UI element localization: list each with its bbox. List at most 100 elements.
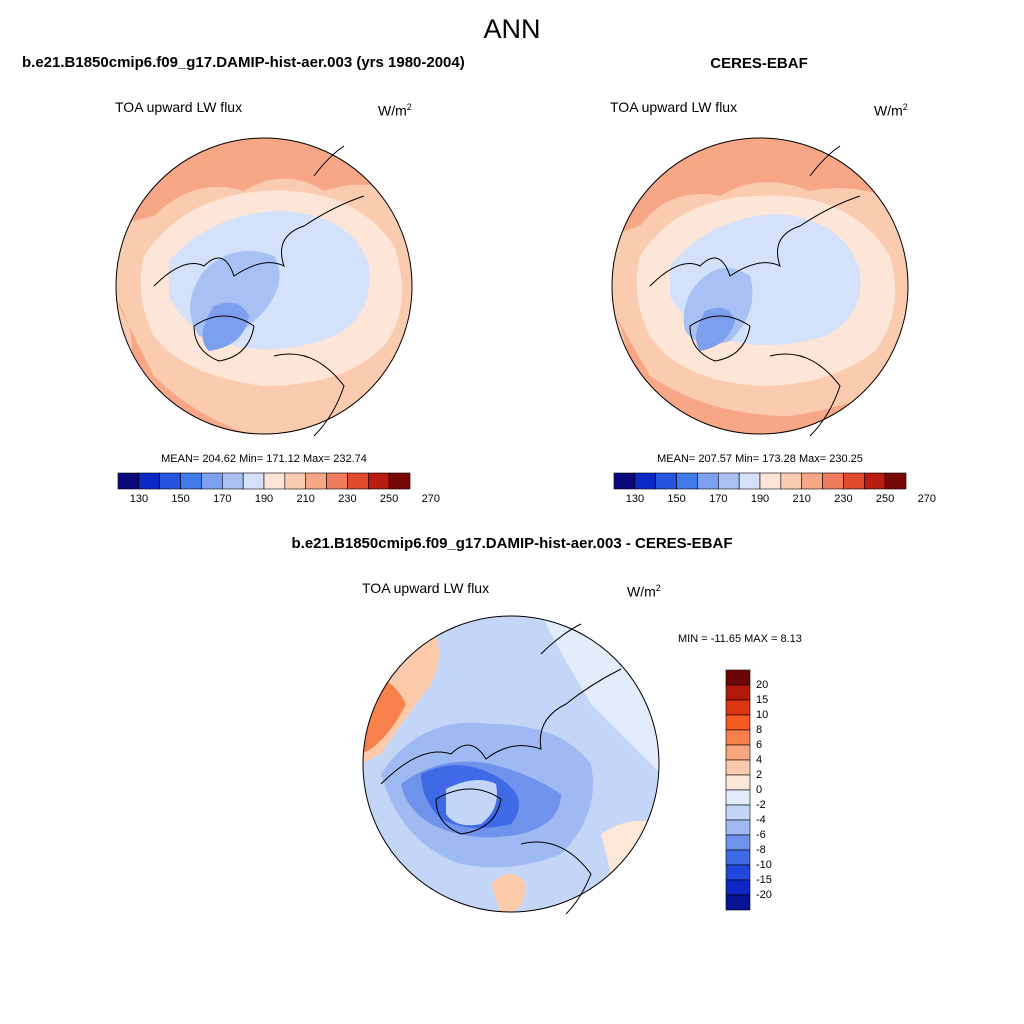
panel2-colorbar — [613, 472, 907, 490]
panel1-tick: 210 — [296, 493, 315, 505]
colorbar-swatch — [725, 819, 751, 836]
panel3-tick: -8 — [756, 844, 766, 856]
colorbar-swatch — [863, 472, 886, 490]
panel1-colorbar-ticks: 130 150 170 190 210 230 250 270 — [118, 493, 440, 507]
colorbar-swatch — [725, 744, 751, 761]
panel1-field-label: TOA upward LW flux — [115, 99, 243, 115]
colorbar-swatch — [759, 472, 782, 490]
colorbar-swatch — [725, 864, 751, 881]
panel3-tick: -2 — [756, 799, 766, 811]
panel1-tick: 170 — [213, 493, 232, 505]
panel1-tick: 190 — [254, 493, 274, 505]
panel3-stats: MIN = -11.65 MAX = 8.13 — [678, 633, 802, 645]
colorbar-swatch — [263, 472, 286, 490]
panel1-map — [115, 137, 413, 437]
panel1-coldest-region — [202, 302, 249, 351]
panel2-map — [611, 137, 909, 437]
colorbar-swatch — [725, 669, 751, 686]
panel3-units: W/m2 — [627, 583, 661, 600]
panel2-tick: 210 — [792, 493, 811, 505]
colorbar-swatch — [725, 849, 751, 866]
panel1-tick: 130 — [129, 493, 149, 505]
panel1-tick: 250 — [379, 493, 399, 505]
colorbar-swatch — [117, 472, 140, 490]
panel3-tick: 6 — [756, 739, 763, 751]
colorbar-swatch — [201, 472, 223, 490]
panel2-tick: 190 — [750, 493, 770, 505]
colorbar-swatch — [725, 774, 751, 791]
colorbar-swatch — [326, 472, 348, 490]
colorbar-swatch — [884, 472, 907, 490]
colorbar-swatch — [613, 472, 636, 490]
colorbar-swatch — [242, 472, 265, 490]
panel3-tick: -6 — [756, 829, 766, 841]
colorbar-swatch — [725, 879, 751, 896]
colorbar-swatch — [725, 804, 751, 821]
panel1-tick: 150 — [171, 493, 190, 505]
panel2-tick: 270 — [917, 493, 936, 505]
panel3-warm-spot — [491, 874, 526, 912]
panel3-tick: 10 — [756, 709, 769, 721]
colorbar-swatch — [138, 472, 161, 490]
panel2-tick: 250 — [875, 493, 895, 505]
colorbar-swatch — [725, 684, 751, 701]
panel2-warm-region — [612, 138, 908, 236]
panel3-map-border — [362, 615, 660, 913]
colorbar-swatch — [780, 472, 803, 490]
panel3-tick: 0 — [756, 784, 763, 796]
panel3-warm-edge — [601, 820, 659, 912]
panel3-tick: -4 — [756, 814, 766, 826]
panel3-units-exp: 2 — [655, 583, 661, 593]
colorbar-swatch — [347, 472, 369, 490]
panel2-units-base: W/m — [874, 102, 903, 119]
colorbar-swatch — [180, 472, 202, 490]
colorbar-swatch — [655, 472, 677, 490]
panel2-tick: 170 — [709, 493, 728, 505]
colorbar-swatch — [822, 472, 844, 490]
panel1-units: W/m2 — [378, 102, 412, 119]
panel1-stats: MEAN= 204.62 Min= 171.12 Max= 232.74 — [161, 453, 367, 465]
panel3-tick: -10 — [756, 859, 772, 871]
panel2-tick: 150 — [667, 493, 686, 505]
panel2-tick: 130 — [625, 493, 645, 505]
colorbar-swatch — [725, 714, 751, 731]
colorbar-swatch — [367, 472, 390, 490]
colorbar-swatch — [634, 472, 657, 490]
colorbar-swatch — [717, 472, 740, 490]
panel2-units: W/m2 — [874, 102, 908, 119]
panel3-tick: 8 — [756, 724, 763, 736]
panel1-units-base: W/m — [378, 102, 407, 119]
colorbar-swatch — [284, 472, 307, 490]
panel1-tick: 270 — [421, 493, 440, 505]
panel1-map-border — [115, 137, 413, 435]
panel1-title: b.e21.B1850cmip6.f09_g17.DAMIP-hist-aer.… — [22, 54, 465, 71]
panel2-title: CERES-EBAF — [710, 55, 808, 72]
panel3-tick: 2 — [756, 769, 763, 781]
panel3-tick: 15 — [756, 694, 769, 706]
panel2-field-label: TOA upward LW flux — [610, 99, 738, 115]
colorbar-swatch — [697, 472, 719, 490]
panel1-colorbar — [117, 472, 411, 490]
colorbar-swatch — [159, 472, 181, 490]
panel3-tick: 20 — [756, 679, 769, 691]
panel2-units-exp: 2 — [902, 102, 908, 112]
panel3-units-base: W/m — [627, 583, 656, 600]
panel3-tick: -20 — [756, 889, 772, 901]
panel3-colorbar-ticks: 20 15 10 8 6 4 2 0 -2 -4 -6 -8 -10 -15 -… — [756, 670, 796, 910]
panel1-coastlines — [153, 145, 365, 437]
panel2-coastlines — [649, 145, 861, 437]
colorbar-swatch — [725, 834, 751, 851]
colorbar-swatch — [725, 759, 751, 776]
colorbar-swatch — [725, 729, 751, 746]
panel2-warm-region-b — [612, 306, 908, 434]
colorbar-swatch — [388, 472, 411, 490]
panel2-stats: MEAN= 207.57 Min= 173.28 Max= 230.25 — [657, 453, 863, 465]
panel2-map-border — [611, 137, 909, 435]
panel1-tick: 230 — [338, 493, 357, 505]
panel3-field-label: TOA upward LW flux — [362, 580, 490, 596]
colorbar-swatch — [305, 472, 327, 490]
panel3-tick: -15 — [756, 874, 772, 886]
colorbar-swatch — [843, 472, 865, 490]
colorbar-swatch — [801, 472, 823, 490]
colorbar-swatch — [221, 472, 244, 490]
